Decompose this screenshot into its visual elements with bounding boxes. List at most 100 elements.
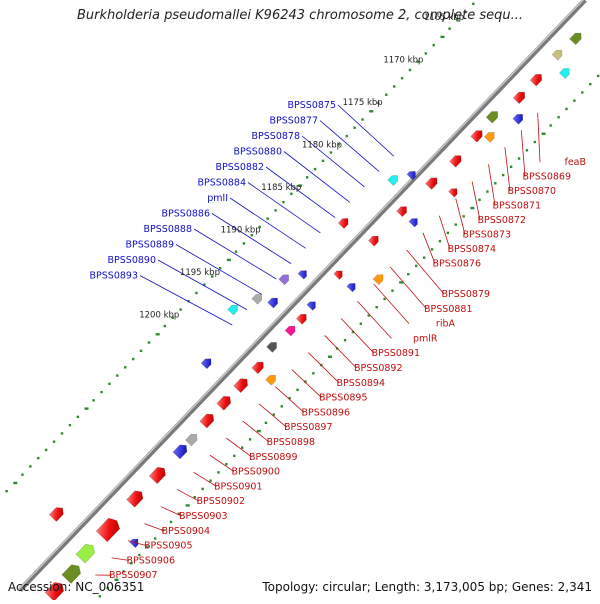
track-dot-inner (92, 399, 94, 401)
gene-label-right[interactable]: pmlR (413, 333, 438, 344)
kbp-tick-label: 1175 kbp (343, 98, 383, 108)
gene-label-right[interactable]: BPSS0873 (463, 230, 511, 241)
gene-27[interactable] (49, 505, 66, 522)
track-dot-outer (249, 438, 251, 440)
gene-arrow (530, 71, 544, 85)
gene-label-right[interactable]: BPSS0897 (284, 422, 332, 433)
gene-12[interactable] (267, 340, 280, 353)
track-dot-outer (186, 504, 190, 506)
gene-label-right[interactable]: BPSS0895 (319, 393, 367, 404)
gene-5[interactable] (149, 464, 168, 483)
gene-44[interactable] (347, 281, 358, 292)
gene-label-left[interactable]: BPSS0878 (252, 131, 300, 142)
gene-label-right[interactable]: BPSS0902 (197, 496, 245, 507)
gene-label-left[interactable]: BPSS0889 (126, 240, 174, 251)
gene-14[interactable] (296, 311, 309, 324)
gene-39[interactable] (449, 186, 460, 197)
track-dot-inner (353, 127, 355, 129)
gene-label-left[interactable]: BPSS0893 (90, 271, 138, 282)
gene-label-left[interactable]: BPSS0880 (234, 147, 282, 158)
track-dot-inner (322, 160, 324, 162)
gene-label-left[interactable]: BPSS0884 (198, 178, 246, 189)
gene-label-right[interactable]: BPSS0894 (337, 378, 385, 389)
gene-33[interactable] (298, 268, 309, 279)
gene-32[interactable] (279, 272, 292, 285)
gene-17[interactable] (368, 233, 381, 246)
gene-label-left[interactable]: pmlI (207, 193, 228, 204)
gene-34[interactable] (338, 216, 351, 229)
gene-label-right[interactable]: BPSS0872 (478, 215, 526, 226)
gene-3[interactable] (96, 515, 122, 542)
gene-37[interactable] (373, 272, 386, 285)
gene-18[interactable] (397, 204, 410, 217)
gene-16[interactable] (334, 268, 345, 279)
gene-7[interactable] (185, 431, 199, 445)
gene-23[interactable] (513, 89, 527, 103)
gene-28[interactable] (201, 356, 214, 369)
leader-line-right (357, 301, 391, 338)
gene-4[interactable] (127, 488, 146, 507)
gene-24[interactable] (530, 71, 544, 85)
gene-15[interactable] (307, 299, 318, 310)
leader-line-right (243, 421, 269, 442)
track-dot-outer (526, 149, 528, 151)
gene-22[interactable] (486, 109, 500, 123)
gene-label-left[interactable]: BPSS0882 (216, 162, 264, 173)
gene-label-right[interactable]: BPSS0876 (433, 259, 481, 270)
gene-21[interactable] (471, 128, 485, 142)
gene-arrow (338, 216, 351, 229)
gene-arrow (450, 153, 464, 167)
track-dot-outer (233, 455, 235, 457)
gene-label-left[interactable]: BPSS0888 (144, 224, 192, 235)
gene-label-right[interactable]: BPSS0898 (267, 437, 315, 448)
leader-line-right (325, 335, 357, 368)
gene-label-right[interactable]: ribA (436, 319, 456, 330)
gene-label-left[interactable]: BPSS0886 (162, 209, 210, 220)
gene-25[interactable] (552, 47, 565, 60)
gene-label-right[interactable]: BPSS0906 (127, 555, 175, 566)
gene-arrow (127, 488, 146, 507)
gene-41[interactable] (513, 112, 526, 125)
gene-35[interactable] (388, 173, 401, 186)
gene-30[interactable] (252, 291, 265, 304)
gene-label-left[interactable]: BPSS0877 (270, 116, 318, 127)
gene-label-right[interactable]: BPSS0900 (232, 467, 280, 478)
gene-29[interactable] (228, 302, 241, 315)
gene-label-right[interactable]: BPSS0881 (424, 304, 472, 315)
track-dot-inner (346, 135, 348, 137)
gene-label-right[interactable]: BPSS0904 (162, 526, 210, 537)
gene-label-right[interactable]: BPSS0903 (179, 511, 227, 522)
gene-8[interactable] (200, 411, 217, 428)
gene-6[interactable] (173, 442, 190, 459)
gene-31[interactable] (268, 295, 281, 308)
gene-20[interactable] (450, 153, 464, 167)
gene-19[interactable] (426, 175, 440, 189)
gene-label-left[interactable]: BPSS0890 (108, 255, 156, 266)
gene-13[interactable] (285, 323, 298, 336)
gene-label-right[interactable]: BPSS0899 (249, 452, 297, 463)
gene-label-right[interactable]: BPSS0874 (448, 244, 496, 255)
track-dot-inner (361, 118, 363, 120)
gene-38[interactable] (409, 216, 420, 227)
gene-9[interactable] (217, 393, 234, 410)
gene-label-right[interactable]: BPSS0905 (144, 541, 192, 552)
gene-43[interactable] (266, 373, 279, 386)
gene-42[interactable] (559, 66, 572, 79)
gene-11[interactable] (252, 359, 266, 373)
gene-label-right[interactable]: BPSS0891 (372, 348, 420, 359)
gene-label-right[interactable]: BPSS0896 (302, 407, 350, 418)
gene-label-right[interactable]: BPSS0901 (214, 481, 262, 492)
gene-label-right[interactable]: feaB (564, 157, 586, 168)
gene-label-right[interactable]: BPSS0879 (442, 289, 490, 300)
gene-label-right[interactable]: BPSS0869 (523, 172, 571, 183)
gene-arrow (228, 302, 241, 315)
gene-2[interactable] (76, 541, 98, 563)
gene-40[interactable] (484, 130, 497, 143)
gene-label-left[interactable]: BPSS0875 (288, 100, 336, 111)
gene-label-right[interactable]: BPSS0892 (354, 363, 402, 374)
gene-26[interactable] (570, 30, 584, 44)
gene-10[interactable] (234, 376, 251, 393)
gene-arrow (217, 393, 234, 410)
gene-label-right[interactable]: BPSS0870 (508, 186, 556, 197)
gene-label-right[interactable]: BPSS0871 (493, 201, 541, 212)
